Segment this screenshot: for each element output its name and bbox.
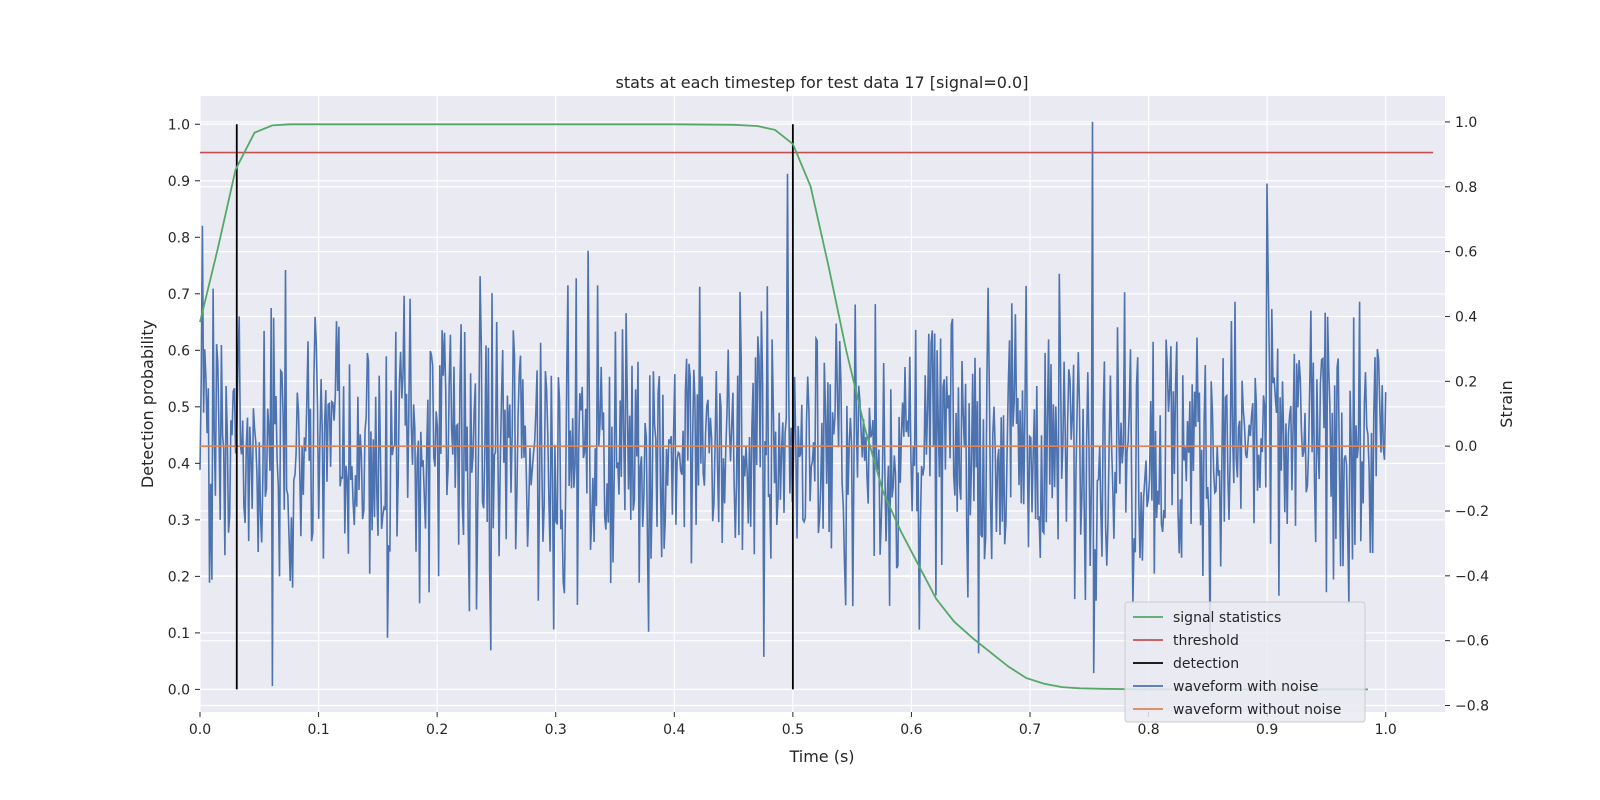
legend-box [1124,601,1366,723]
y2-tick-label: 0.0 [1455,439,1477,455]
legend-label: detection [1173,656,1239,672]
series-line-signal-statistics [199,123,1368,691]
y2-tick-label: −0.2 [1455,504,1489,520]
x-tick-label: 1.0 [1375,722,1397,738]
legend-label: waveform without noise [1173,702,1341,718]
x-tick-label: 0.4 [663,722,685,738]
x-tick-label: 0.5 [782,722,804,738]
y-tick-label: 0.6 [168,343,190,359]
x-tick-label: 0.6 [900,722,922,738]
y-tick-label: 0.4 [168,456,190,472]
x-tick-label: 0.3 [545,722,567,738]
y2-tick-label: 0.6 [1455,245,1477,261]
x-tick-label: 0.2 [426,722,448,738]
chart-title: stats at each timestep for test data 17 … [616,73,1029,92]
x-tick-label: 0.8 [1137,722,1159,738]
x-tick-label: 0.7 [1019,722,1041,738]
y2-tick-label: 0.8 [1455,180,1477,196]
y-tick-label: 0.2 [168,569,190,585]
y2-tick-label: −0.8 [1455,699,1489,715]
y2-tick-label: −0.4 [1455,569,1489,585]
y2-axis-label: Strain [1497,380,1516,427]
x-tick-label: 0.0 [189,722,211,738]
y-tick-label: 0.9 [168,174,190,190]
legend-label: signal statistics [1173,610,1281,626]
y2-tick-label: 1.0 [1455,115,1477,131]
y2-tick-label: 0.4 [1455,309,1477,325]
y2-tick-label: 0.2 [1455,374,1477,390]
legend-label: threshold [1173,633,1239,649]
y-tick-label: 0.1 [168,626,190,642]
y2-tick-label: −0.6 [1455,634,1489,650]
legend: signal statistics threshold detection wavef… [1124,601,1366,723]
y-tick-label: 0.5 [168,400,190,416]
axes: 0.0 0.1 0.2 0.3 0.4 0.5 0.6 0.7 0.8 0.9 1.0 0.0 0.1 0… [168,115,1489,738]
x-tick-label: 0.1 [307,722,329,738]
y-tick-label: 0.0 [168,682,190,698]
y-tick-label: 0.7 [168,287,190,303]
y-axis-label: Detection probability [138,320,157,488]
y-tick-label: 1.0 [168,117,190,133]
chart-marks [199,121,1434,691]
legend-label: waveform with noise [1173,679,1318,695]
x-axis-label: Time (s) [788,747,854,766]
x-tick-label: 0.9 [1256,722,1278,738]
y-tick-label: 0.8 [168,230,190,246]
y-tick-label: 0.3 [168,513,190,529]
